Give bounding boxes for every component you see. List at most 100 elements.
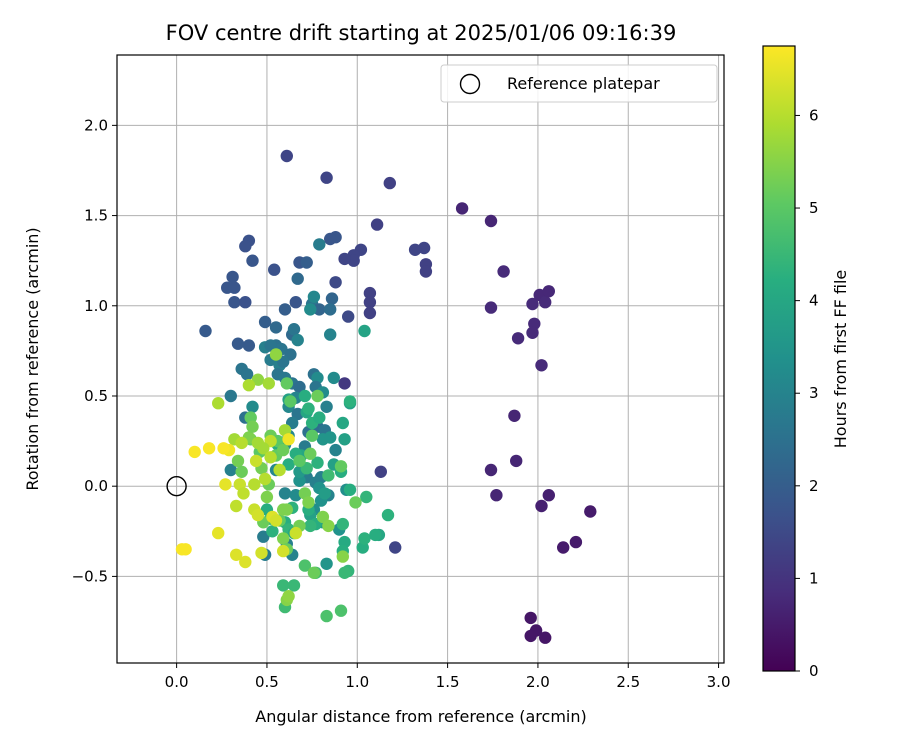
x-axis-ticks: 0.0 0.5 1.0 1.5 2.0 2.5 3.0 — [165, 663, 731, 691]
scatter-point — [343, 483, 357, 496]
scatter-point — [246, 254, 259, 267]
scatter-point — [484, 463, 498, 477]
scatter-point — [329, 276, 342, 289]
colorbar-ticks: 0 1 2 3 4 5 6 — [795, 106, 819, 680]
legend: Reference platepar — [440, 64, 718, 103]
scatter-point — [251, 373, 265, 386]
scatter-point — [212, 526, 225, 540]
scatter-point — [230, 499, 243, 513]
scatter-point — [313, 303, 326, 316]
scatter-point — [202, 442, 216, 455]
scatter-point — [264, 339, 277, 352]
scatter-point — [343, 395, 357, 408]
scatter-point — [569, 535, 583, 549]
scatter-point — [490, 489, 503, 502]
scatter-point — [334, 460, 348, 473]
scatter-point — [484, 301, 498, 314]
scatter-point — [557, 541, 570, 554]
y-axis-label: Rotation from reference (arcmin) — [23, 227, 42, 490]
scatter-point — [268, 263, 281, 276]
scatter-point — [237, 487, 250, 500]
scatter-point — [277, 579, 290, 592]
colorbar-tick-label: 1 — [809, 569, 819, 587]
scatter-point — [374, 465, 387, 478]
scatter-point — [325, 292, 339, 305]
chart-title: FOV centre drift starting at 2025/01/06 … — [166, 21, 677, 45]
scatter-point — [363, 306, 377, 320]
scatter-point — [324, 303, 337, 316]
scatter-point — [349, 496, 362, 509]
colorbar-tick-label: 4 — [809, 292, 819, 310]
scatter-point — [342, 310, 355, 323]
y-tick-label: 1.0 — [84, 297, 108, 315]
colorbar-tick-label: 3 — [809, 384, 819, 402]
y-tick-label: 2.0 — [84, 116, 108, 134]
scatter-point — [320, 609, 333, 623]
scatter-point — [224, 389, 237, 403]
scatter-point — [524, 629, 537, 643]
scatter-point — [302, 496, 315, 509]
scatter-point — [239, 296, 252, 309]
scatter-point — [510, 454, 523, 468]
scatter-point — [217, 442, 230, 455]
scatter-point — [255, 546, 268, 560]
scatter-point — [248, 478, 261, 491]
scatter-point — [535, 359, 548, 372]
reference-marker — [166, 475, 187, 497]
scatter-point — [324, 328, 337, 341]
scatter-point — [277, 544, 290, 558]
scatter-point — [273, 463, 286, 477]
scatter-point — [383, 176, 396, 190]
scatter-point — [419, 265, 433, 278]
scatter-point — [320, 400, 333, 413]
scatter-point — [584, 505, 597, 518]
scatter-point — [304, 519, 317, 533]
scatter-point — [293, 474, 306, 487]
scatter-point — [242, 339, 256, 352]
colorbar: 0 1 2 3 4 5 6 Hours from first FF file — [762, 45, 850, 680]
scatter-point — [224, 463, 237, 477]
scatter-point — [542, 285, 555, 298]
colorbar-label: Hours from first FF file — [831, 270, 850, 449]
scatter-point — [304, 303, 317, 316]
y-tick-label: 1.5 — [84, 207, 108, 225]
scatter-point — [307, 566, 321, 579]
colorbar-tick-label: 0 — [809, 662, 819, 680]
scatter-point — [282, 458, 295, 471]
scatter-point — [542, 489, 555, 502]
scatter-point — [320, 557, 333, 570]
legend-box — [440, 64, 718, 103]
scatter-point — [316, 510, 330, 524]
grid — [117, 55, 724, 663]
scatter-point — [242, 379, 256, 392]
scatter-point — [358, 324, 371, 338]
scatter-point — [334, 604, 348, 617]
scatter-point — [320, 171, 333, 184]
scatter-point — [282, 433, 295, 446]
scatter-point — [363, 286, 377, 300]
scatter-point — [336, 550, 349, 563]
scatter-point — [264, 451, 277, 464]
scatter-point — [258, 472, 272, 486]
scatter-point — [249, 454, 263, 468]
scatter-point — [284, 395, 297, 408]
scatter-point — [307, 290, 321, 303]
scatter-point — [231, 337, 245, 350]
scatter-point — [455, 202, 469, 215]
scatter-point — [269, 514, 283, 527]
scatter-point — [313, 411, 326, 424]
x-tick-label: 1.5 — [436, 673, 460, 691]
scatter-point — [228, 296, 241, 309]
colorbar-tick-label: 5 — [809, 199, 819, 217]
scatter-point — [508, 409, 521, 422]
scatter-point — [318, 487, 331, 500]
scatter-point — [370, 218, 384, 231]
scatter-point — [300, 256, 313, 269]
scatter-point — [302, 402, 315, 415]
scatter-point — [293, 380, 306, 394]
scatter-point — [269, 348, 283, 361]
scatter-point — [230, 548, 243, 561]
legend-marker — [459, 73, 481, 95]
scatter-point — [324, 431, 337, 444]
